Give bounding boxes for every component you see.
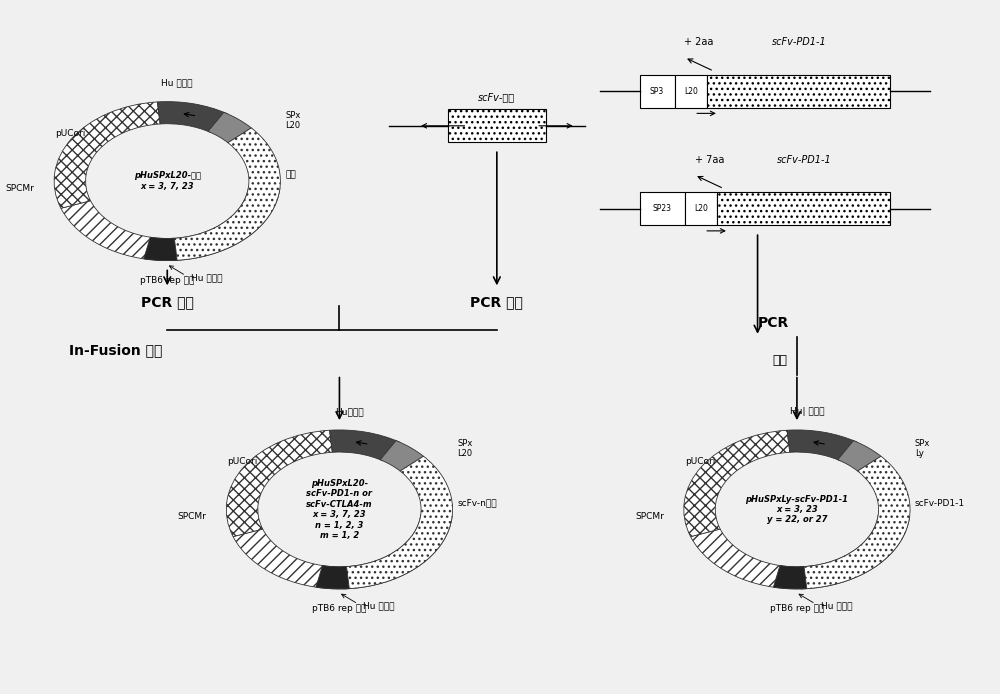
Bar — [707, 75, 890, 108]
Wedge shape — [144, 237, 177, 261]
Wedge shape — [838, 441, 881, 471]
Text: 基因: 基因 — [285, 170, 296, 179]
Text: pTB6 rep 单元: pTB6 rep 单元 — [140, 276, 194, 285]
Text: Hu 终止子: Hu 终止子 — [191, 273, 222, 282]
Text: + 2aa: + 2aa — [684, 37, 714, 47]
Text: PCR 产物: PCR 产物 — [141, 295, 194, 309]
Text: pTB6 rep 单元: pTB6 rep 单元 — [312, 604, 367, 613]
Text: SPx
L20: SPx L20 — [457, 439, 473, 458]
Wedge shape — [54, 102, 160, 208]
Text: pTB6 rep 单元: pTB6 rep 单元 — [770, 604, 824, 613]
Bar — [685, 192, 717, 226]
Bar — [717, 192, 890, 226]
Text: SPx
L20: SPx L20 — [285, 110, 301, 130]
Text: scFv-n基因: scFv-n基因 — [457, 498, 497, 507]
Text: Hu| 启动子: Hu| 启动子 — [790, 407, 824, 416]
Text: scFv-基因: scFv-基因 — [478, 92, 515, 102]
Bar — [640, 75, 675, 108]
Wedge shape — [226, 430, 332, 536]
Wedge shape — [316, 566, 349, 589]
Text: SP23: SP23 — [653, 204, 672, 213]
Wedge shape — [170, 128, 280, 260]
Bar — [640, 192, 685, 226]
Wedge shape — [342, 456, 453, 589]
Wedge shape — [233, 514, 452, 589]
Wedge shape — [773, 566, 807, 589]
Text: pHuSPxL20-
scFv-PD1-n or
scFv-CTLA4-m
x = 3, 7, 23
n = 1, 2, 3
m = 1, 2: pHuSPxL20- scFv-PD1-n or scFv-CTLA4-m x … — [306, 479, 373, 540]
Text: In-Fusion 反应: In-Fusion 反应 — [69, 344, 162, 357]
Text: Hu启动子: Hu启动子 — [335, 407, 364, 416]
Wedge shape — [157, 101, 227, 133]
Text: scFv-PD1-1: scFv-PD1-1 — [776, 155, 831, 164]
Wedge shape — [787, 430, 857, 461]
Wedge shape — [61, 186, 280, 260]
Bar — [448, 109, 546, 142]
Text: L20: L20 — [684, 87, 698, 96]
Wedge shape — [691, 514, 910, 589]
Text: SPCMr: SPCMr — [635, 512, 664, 521]
Text: scFv-PD1-1: scFv-PD1-1 — [915, 498, 965, 507]
Text: scFv-PD1-1: scFv-PD1-1 — [771, 37, 826, 47]
Text: pUCori: pUCori — [227, 457, 258, 466]
Text: SPCMr: SPCMr — [178, 512, 207, 521]
Bar — [675, 75, 707, 108]
Text: Hu 终止子: Hu 终止子 — [821, 602, 852, 611]
Text: SP3: SP3 — [650, 87, 664, 96]
Text: pHuSPxLy-scFv-PD1-1
x = 3, 23
y = 22, or 27: pHuSPxLy-scFv-PD1-1 x = 3, 23 y = 22, or… — [745, 495, 848, 525]
Text: 连接: 连接 — [772, 355, 787, 367]
Text: pUCori: pUCori — [55, 129, 85, 138]
Text: L20: L20 — [694, 204, 708, 213]
Text: SPx
Ly: SPx Ly — [915, 439, 930, 458]
Wedge shape — [208, 112, 251, 143]
Text: Hu 终止子: Hu 终止子 — [363, 602, 395, 611]
Text: Hu 启动子: Hu 启动子 — [161, 79, 193, 88]
Text: PCR 产物: PCR 产物 — [470, 295, 523, 309]
Wedge shape — [684, 430, 790, 536]
Text: SPCMr: SPCMr — [6, 183, 34, 192]
Text: pUCori: pUCori — [685, 457, 715, 466]
Text: PCR: PCR — [758, 316, 789, 330]
Wedge shape — [800, 456, 910, 589]
Wedge shape — [380, 441, 424, 471]
Text: + 7aa: + 7aa — [695, 155, 724, 164]
Wedge shape — [330, 430, 399, 461]
Text: pHuSPxL20-基因
x = 3, 7, 23: pHuSPxL20-基因 x = 3, 7, 23 — [134, 171, 201, 191]
